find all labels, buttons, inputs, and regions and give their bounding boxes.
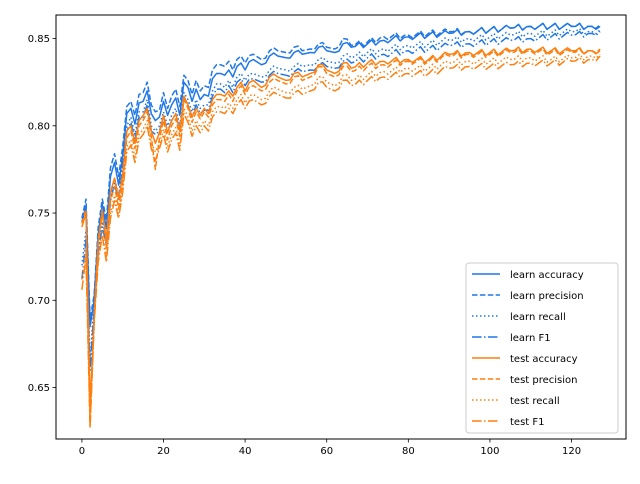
series-line-learn-recall <box>81 27 601 363</box>
series-line-test-f1 <box>81 55 601 429</box>
legend-label: learn recall <box>510 312 566 323</box>
legend-entry-test-accuracy: test accuracy <box>472 354 578 365</box>
legend-entry-learn-precision: learn precision <box>472 291 584 302</box>
series-line-test-recall <box>81 53 601 424</box>
series-line-learn-precision <box>81 22 601 321</box>
y-tick-label: 0.85 <box>28 34 50 45</box>
legend-label: learn F1 <box>510 333 551 344</box>
x-axis: 0 20 40 60 80 100 120 <box>79 439 581 457</box>
x-tick-label: 60 <box>320 446 333 457</box>
legend-label: test accuracy <box>510 354 578 365</box>
legend-box <box>465 262 619 434</box>
x-tick-label: 80 <box>402 446 415 457</box>
legend-label: test recall <box>510 396 560 407</box>
y-tick-label: 0.80 <box>28 121 50 132</box>
y-tick-label: 0.70 <box>28 296 50 307</box>
y-axis: 0.65 0.70 0.75 0.80 0.85 <box>28 34 56 394</box>
legend-entry-test-recall: test recall <box>472 396 560 407</box>
series-line-learn-f1 <box>81 30 601 371</box>
x-tick-label: 100 <box>480 446 499 457</box>
legend-entry-learn-accuracy: learn accuracy <box>472 270 584 281</box>
legend-label: test precision <box>510 375 578 386</box>
plot-frame <box>55 14 627 440</box>
legend-entry-test-precision: test precision <box>472 375 578 386</box>
y-tick-label: 0.75 <box>28 209 50 220</box>
legend: learn accuracy learn precision learn recal… <box>465 262 619 434</box>
legend-label: test F1 <box>510 417 545 428</box>
x-tick-label: 0 <box>79 446 85 457</box>
legend-entry-learn-f1: learn F1 <box>472 333 551 344</box>
series-line-test-accuracy <box>81 46 601 406</box>
legend-label: learn precision <box>510 291 584 302</box>
series-line-test-precision <box>81 48 601 427</box>
legend-entry-test-f1: test F1 <box>472 417 545 428</box>
y-tick-label: 0.65 <box>28 383 50 394</box>
x-tick-label: 20 <box>157 446 170 457</box>
legend-label: learn accuracy <box>510 270 584 281</box>
series-layer <box>81 22 601 429</box>
x-tick-label: 120 <box>562 446 581 457</box>
legend-entry-learn-recall: learn recall <box>472 312 566 323</box>
x-tick-label: 40 <box>239 446 252 457</box>
